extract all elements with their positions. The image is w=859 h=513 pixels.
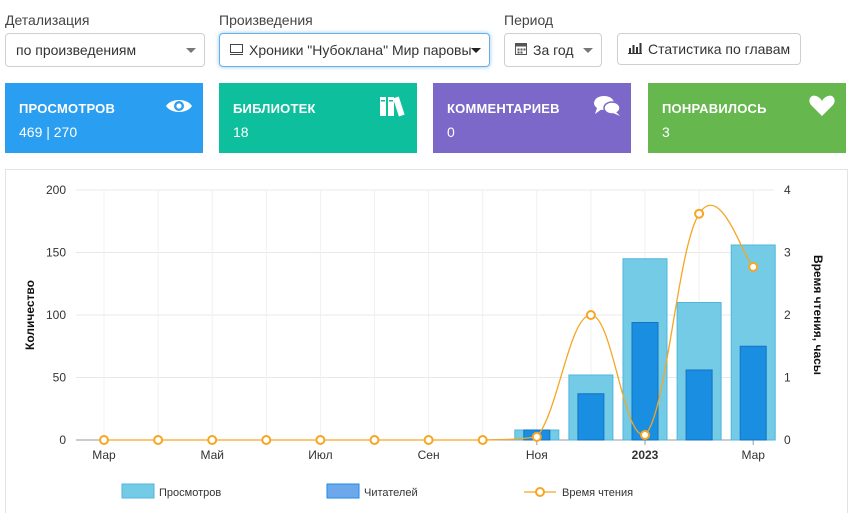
y-right-tick-label: 1 (784, 371, 791, 385)
chevron-down-icon (186, 48, 196, 53)
libraries-card: БИБЛИОТЕК 18 (219, 83, 417, 153)
libraries-card-value: 18 (233, 124, 249, 140)
y-tick-label: 200 (46, 183, 66, 197)
bar-readers (631, 322, 659, 441)
bar-chart-icon (628, 41, 642, 57)
reading-time-point (694, 208, 705, 219)
reading-time-point (207, 435, 218, 445)
reading-time-point (153, 435, 164, 445)
comments-card: КОММЕНТАРИЕВ 0 (433, 83, 631, 153)
x-tick-label: Мар (741, 448, 765, 462)
y-tick-label: 100 (46, 308, 66, 322)
likes-card-title: ПОНРАВИЛОСЬ (662, 101, 767, 116)
legend-swatch-readers (326, 483, 360, 499)
stats-chart: 0 50 100 150 200 0 1 2 3 4 Мар Май Июл Сен Ноя 2023 Мар К… (23, 183, 825, 499)
reading-time-point (531, 431, 542, 442)
chapter-stats-label: Статистика по главам (648, 41, 791, 57)
x-tick-label: Май (200, 448, 224, 462)
reading-time-point (99, 435, 109, 445)
y-right-tick-label: 0 (784, 433, 791, 447)
x-tick-label: Мар (92, 448, 116, 462)
y-right-tick-label: 3 (784, 246, 791, 260)
comments-icon (593, 95, 621, 122)
reading-time-point (369, 435, 380, 445)
y-axis-title: Количество (23, 280, 37, 350)
chapter-stats-button[interactable]: Статистика по главам (617, 33, 802, 65)
reading-time-point (477, 435, 488, 445)
legend-label-time: Время чтения (562, 487, 633, 499)
bar-readers (739, 345, 767, 441)
period-select[interactable]: За год (504, 33, 602, 67)
period-select-value: За год (533, 42, 574, 58)
y-tick-label: 150 (46, 246, 66, 260)
comments-card-title: КОММЕНТАРИЕВ (447, 101, 560, 116)
heart-icon (808, 95, 836, 122)
x-tick-label: Сен (418, 448, 440, 462)
y-right-tick-label: 4 (784, 183, 791, 197)
reading-time-point (261, 435, 272, 445)
x-tick-label: 2023 (632, 448, 659, 462)
comments-card-value: 0 (447, 124, 455, 140)
reading-time-point (315, 435, 326, 445)
book-icon (230, 42, 243, 58)
reading-time-point (585, 310, 596, 320)
detail-select-value: по произведениям (16, 42, 137, 58)
reading-time-point (640, 430, 650, 440)
chart-panel: 0 50 100 150 200 0 1 2 3 4 Мар Май Июл Сен Ноя 2023 Мар К… (5, 169, 848, 513)
calendar-icon (515, 42, 527, 58)
y-right-axis-title: Время чтения, часы (811, 255, 825, 375)
views-card-value: 469 | 270 (19, 124, 78, 140)
views-card-title: ПРОСМОТРОВ (19, 101, 116, 116)
reading-time-point (748, 261, 759, 272)
chevron-down-icon (471, 48, 481, 53)
views-card: ПРОСМОТРОВ 469 | 270 (5, 83, 203, 153)
period-label: Период (504, 12, 554, 28)
works-label: Произведения (219, 12, 313, 28)
bar-readers (577, 393, 605, 441)
detail-select[interactable]: по произведениям (5, 33, 205, 67)
x-tick-label: Ноя (526, 448, 548, 462)
chevron-down-icon (583, 48, 593, 53)
y-tick-label: 50 (53, 371, 67, 385)
likes-card: ПОНРАВИЛОСЬ 3 (648, 83, 846, 153)
y-tick-label: 0 (59, 433, 66, 447)
works-select[interactable]: Хроники "Нубоклана" Мир паровы (219, 33, 490, 67)
reading-time-point (423, 435, 434, 445)
works-select-value: Хроники "Нубоклана" Мир паровы (249, 42, 472, 58)
bar-readers (685, 369, 713, 441)
legend-marker-time (535, 487, 545, 497)
y-right-tick-label: 2 (784, 308, 791, 322)
legend-label-readers: Читателей (364, 487, 418, 499)
x-tick-label: Июл (308, 448, 332, 462)
likes-card-value: 3 (662, 124, 670, 140)
legend-swatch-views (121, 483, 155, 499)
detail-label: Детализация (5, 12, 90, 28)
books-icon (379, 95, 407, 122)
eye-icon (165, 95, 193, 122)
legend-label-views: Просмотров (159, 487, 221, 499)
libraries-card-title: БИБЛИОТЕК (233, 101, 316, 116)
